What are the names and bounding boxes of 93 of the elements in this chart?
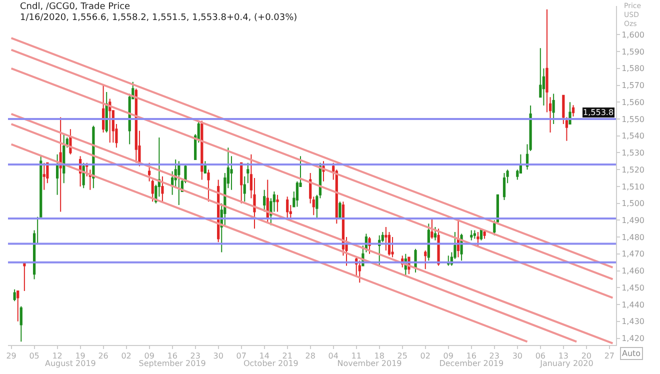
- x-tick-label: 28: [305, 352, 316, 361]
- x-tick-label: 02: [420, 352, 430, 361]
- x-tick-label: 18: [374, 352, 384, 361]
- y-tick-label: 1,420: [622, 334, 645, 344]
- candlestick: [378, 234, 381, 266]
- candlestick: [240, 162, 243, 204]
- candlestick: [16, 290, 20, 322]
- x-tick-label: 11: [351, 352, 362, 361]
- candlestick: [23, 262, 26, 292]
- y-tick-label: 1,510: [622, 182, 645, 192]
- x-tick-label: 09: [144, 352, 154, 361]
- chart-title: Cndl, /GCG0, Trade Price: [20, 2, 131, 12]
- x-tick-label: 09: [443, 352, 454, 361]
- candlestick: [200, 120, 204, 180]
- y-tick-label: 1,440: [622, 300, 645, 310]
- candlestick: [178, 160, 180, 206]
- x-tick-label: 19: [75, 352, 86, 361]
- y-tick-label: 1,500: [622, 199, 645, 208]
- x2-tick-label: December 2019: [439, 359, 504, 368]
- text: Auto: [622, 349, 641, 358]
- x-tick-label: 20: [581, 352, 592, 361]
- candlestick: [572, 104, 575, 117]
- candlestick: [276, 194, 279, 212]
- candlestick: [42, 162, 46, 190]
- y-tick-label: 1,450: [622, 283, 645, 292]
- candlestick: [13, 288, 16, 302]
- y-tick-label: 1,470: [622, 250, 645, 259]
- y-tick-label: 1,530: [622, 148, 645, 158]
- candlestick: [358, 260, 361, 284]
- y-tick-label: 1,590: [622, 47, 645, 56]
- candlestick: [470, 230, 473, 241]
- candlestick: [476, 232, 480, 248]
- candlestick: [56, 154, 59, 196]
- x-tick-label: 25: [397, 352, 408, 361]
- x-tick-label: 02: [121, 352, 132, 361]
- x2-tick-label: August 2019: [44, 359, 96, 368]
- x2-tick-label: November 2019: [337, 359, 402, 368]
- candlestick: [69, 128, 72, 155]
- candlestick: [384, 226, 388, 252]
- text: 1/16/2020, 1,556.6, 1,558.2, 1,551.5, 1,553.8+0.4, (+0.03%): [20, 13, 298, 23]
- x-tick-label: 14: [259, 352, 270, 361]
- x-tick-label: 27: [604, 352, 615, 361]
- x-tick-label: 26: [98, 352, 108, 361]
- candlestick: [424, 250, 427, 270]
- candlestick: [480, 230, 483, 241]
- candlestick: [434, 226, 437, 241]
- candlestick: [161, 176, 164, 202]
- candlestick: [552, 93, 555, 125]
- candlestick: [20, 306, 22, 342]
- candlestick: [246, 162, 250, 184]
- x-tick-label: 21: [282, 352, 292, 361]
- y-tick-label: 1,550: [622, 114, 645, 124]
- x-tick-label: 04: [328, 352, 338, 361]
- y-tick-label: 1,520: [622, 165, 645, 174]
- y-tick-label: 1,560: [622, 98, 645, 107]
- y-tick-label: 1,490: [622, 216, 645, 225]
- x-tick-label: 23: [489, 352, 500, 361]
- x-tick-label: 23: [190, 352, 200, 361]
- candlestick: [263, 189, 266, 212]
- candlestick: [243, 176, 246, 202]
- candlestick: [502, 172, 506, 200]
- candlestick: [102, 84, 105, 133]
- y-tick-label: 1,600: [622, 30, 645, 40]
- y-tick-label: 1,460: [622, 266, 645, 276]
- x-tick-label: 12: [52, 352, 62, 361]
- x-tick-label: 30: [512, 352, 523, 361]
- candlestick: [483, 230, 486, 240]
- x-tick-label: 05: [29, 352, 40, 361]
- candlestick: [62, 134, 66, 184]
- x-tick-label: 13: [558, 352, 569, 361]
- candlestick: [473, 230, 476, 240]
- annotation: 1,553.8: [583, 108, 614, 117]
- x2-tick-label: January 2020: [539, 359, 594, 368]
- x2-tick-label: September 2019: [138, 359, 206, 368]
- x-tick-label: 16: [466, 352, 476, 361]
- candlestick: [108, 98, 112, 144]
- x-tick-label: 29: [6, 352, 16, 361]
- x2-tick-label: October 2019: [243, 359, 298, 368]
- x-tick-label: 06: [535, 352, 546, 361]
- y-tick-label: 1,580: [622, 64, 645, 74]
- candlestick: [427, 223, 430, 262]
- x-tick-label: 07: [236, 352, 246, 361]
- y-tick-label: 1,480: [622, 232, 645, 242]
- candlestick: [286, 196, 289, 220]
- y-tick-label: 1,540: [622, 132, 645, 141]
- candlestick: [207, 169, 210, 202]
- x-tick-label: 16: [167, 352, 178, 361]
- x-tick-label: 30: [213, 352, 224, 361]
- candlestick: [430, 218, 434, 240]
- y-tick-label: 1,430: [622, 317, 645, 326]
- candlestick: [266, 179, 269, 222]
- candlestick: [59, 116, 62, 212]
- y-tick-label: 1,570: [622, 81, 645, 90]
